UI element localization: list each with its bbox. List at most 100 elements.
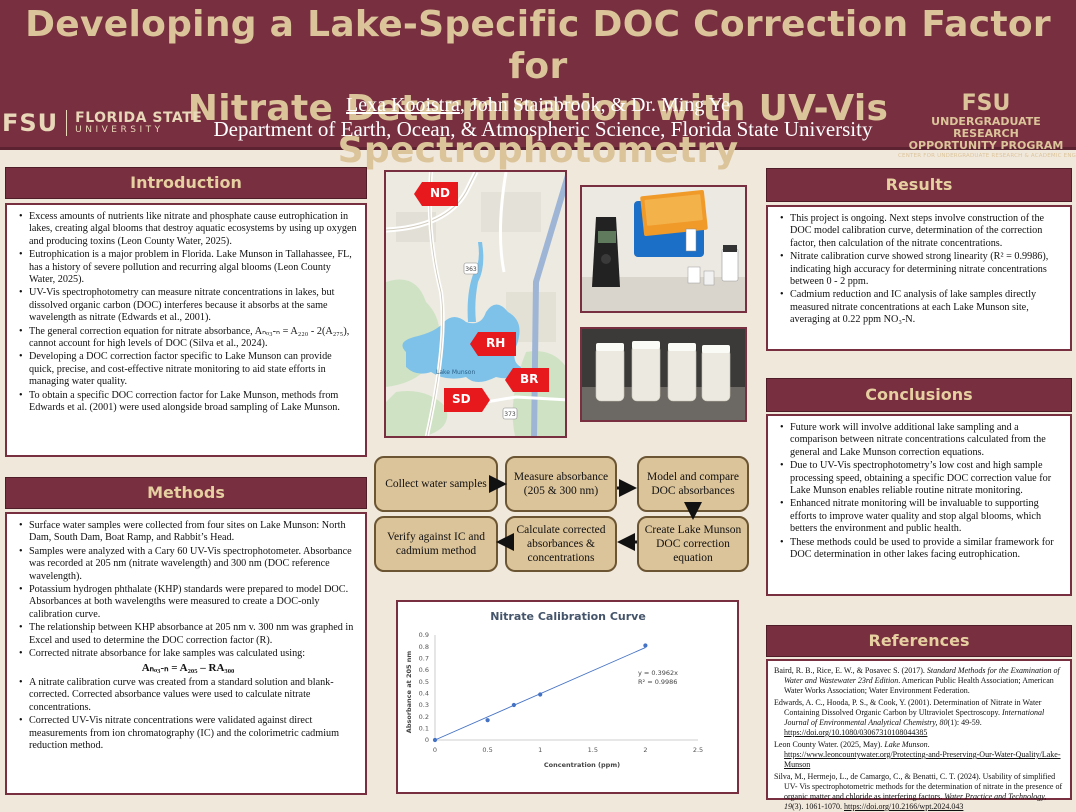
data-point — [485, 718, 490, 723]
reference-link[interactable]: https://doi.org/10.1080/0306731010804438… — [784, 728, 928, 737]
road-label-363: 363 — [465, 266, 477, 273]
list-item: The relationship between KHP absorbance … — [19, 622, 357, 647]
poster-header: Developing a Lake-Specific DOC Correctio… — [0, 0, 1076, 171]
fsu-monogram: FSU — [2, 109, 59, 137]
logo-divider — [66, 110, 68, 136]
y-tick-label: 0.7 — [419, 655, 429, 663]
site-label-nd: ND — [430, 186, 451, 200]
chart-canvas: Nitrate Calibration Curve 0 0.5 1 1.5 2 2.500… — [405, 610, 704, 769]
list-item: Due to UV-Vis spectrophotometry’s low co… — [780, 460, 1062, 497]
list-item: Future work will involve additional lake… — [780, 422, 1062, 459]
chart-x-label: Concentration (ppm) — [544, 761, 620, 769]
conclusions-heading: Conclusions — [766, 378, 1072, 412]
list-item: Potassium hydrogen phthalate (KHP) stand… — [19, 584, 357, 621]
reference-item: Edwards, A. C., Hooda, P. S., & Cook, Y.… — [774, 698, 1045, 737]
department-affiliation: Department of Earth, Ocean, & Atmospheri… — [213, 117, 873, 141]
jars-illustration — [582, 329, 745, 420]
flow-step-verify: Verify against IC and cadmium method — [374, 516, 498, 572]
correction-formula: Aₙₒ₃-ₙ = A₂₀₅ – RA₃₀₀ — [141, 662, 235, 675]
title-line-2: Nitrate Determination with UV-Vis Spectr… — [187, 88, 889, 171]
urop-monogram: FSU — [961, 91, 1011, 116]
methods-panel: Surface water samples were collected fro… — [5, 512, 367, 795]
x-tick-label: 0 — [433, 746, 437, 754]
y-tick-label: 0.6 — [419, 666, 429, 674]
chart-marks — [432, 643, 648, 743]
chart-y-label: Absorbance at 205 nm — [405, 651, 413, 734]
conclusions-panel: Future work will involve additional lake… — [766, 414, 1072, 596]
list-item: Enhanced nitrate monitoring will be inva… — [780, 498, 1062, 535]
author-list: Lexa Kooistra, John Stainbrook, & Dr. Mi… — [0, 93, 1076, 117]
list-item: UV-Vis spectrophotometry can measure nit… — [19, 287, 357, 324]
nitrate-calibration-chart: Nitrate Calibration Curve 0 0.5 1 1.5 2 2.5 0 0… — [396, 600, 739, 794]
data-point — [511, 702, 516, 708]
poster-title: Developing a Lake-Specific DOC Correctio… — [0, 4, 1076, 172]
flow-step-create: Create Lake Munson DOC correction equati… — [637, 516, 749, 572]
title-line-1: Developing a Lake-Specific DOC Correctio… — [25, 4, 1051, 87]
y-tick-label: 0.2 — [419, 713, 429, 721]
references-heading: References — [766, 625, 1072, 657]
site-label-sd: SD — [452, 392, 471, 406]
reference-item: Silva, M., Hermejo, L., de Camargo, C., … — [774, 772, 1063, 811]
list-item: Corrected UV-Vis nitrate concentrations … — [19, 715, 357, 752]
y-tick-label: 0.4 — [419, 690, 429, 698]
methods-list: Surface water samples were collected fro… — [7, 514, 365, 757]
flow-step-measure: Measure absorbance (205 & 300 nm) — [505, 456, 617, 512]
kit-illustration — [582, 187, 745, 311]
flow-step-model: Model and compare DOC absorbances — [637, 456, 749, 512]
list-item: These methods could be used to provide a… — [780, 537, 1062, 562]
x-tick-label: 1 — [538, 746, 542, 754]
x-tick-label: 2 — [643, 746, 647, 754]
introduction-heading: Introduction — [5, 167, 367, 199]
reference-item: Baird, R. B., Rice, E. W., & Posavec S. … — [774, 666, 1060, 695]
list-item: A nitrate calibration curve was created … — [19, 677, 357, 714]
urop-line-1: UNDERGRADUATE RESEARCH — [931, 115, 1041, 140]
chart-axes: 0 0.5 1 1.5 2 2.5 0 0.1 0.2 0.3 0.4 0.5 0.6 0.7 0.8 0.9 — [419, 631, 704, 754]
chart-equation: y = 0.3962x — [638, 669, 678, 677]
reference-link[interactable]: https://doi.org/10.2166/wpt.2024.043 — [844, 802, 964, 811]
list-item: This project is ongoing. Next steps invo… — [780, 213, 1062, 250]
results-list: This project is ongoing. Next steps invo… — [768, 207, 1070, 332]
introduction-list: Excess amounts of nutrients like nitrate… — [7, 205, 365, 420]
fsu-logo: FSU FLORIDA STATE UNIVERSITY — [2, 108, 202, 138]
urop-line-2: OPPORTUNITY PROGRAM — [908, 139, 1064, 152]
list-item: Samples were analyzed with a Cary 60 UV-… — [19, 546, 357, 583]
fsu-university-word: UNIVERSITY — [75, 124, 164, 135]
list-item: The general correction equation for nitr… — [19, 326, 357, 351]
list-item: Excess amounts of nutrients like nitrate… — [19, 211, 357, 248]
list-item: Corrected nitrate absorbance for lake sa… — [19, 648, 357, 661]
reference-link[interactable]: https://www.leoncountywater.org/Protecti… — [784, 750, 1061, 769]
list-item: Surface water samples were collected fro… — [19, 520, 357, 545]
x-tick-label: 0.5 — [482, 746, 492, 754]
map-graphic: 363 373 Lake Munson — [386, 172, 565, 436]
flow-step-collect: Collect water samples — [374, 456, 498, 512]
lake-shape — [402, 304, 521, 382]
list-item: Developing a DOC correction factor speci… — [19, 351, 357, 388]
urop-logo: FSU UNDERGRADUATE RESEARCH OPPORTUNITY P… — [898, 91, 1076, 160]
y-tick-label: 0.5 — [419, 678, 429, 686]
list-item: To obtain a specific DOC correction fact… — [19, 390, 357, 415]
site-label-rh: RH — [486, 336, 506, 350]
references-panel: Baird, R. B., Rice, E. W., & Posavec S. … — [766, 659, 1072, 811]
introduction-panel: Excess amounts of nutrients like nitrate… — [5, 203, 367, 457]
x-tick-label: 2.5 — [693, 746, 703, 754]
y-tick-label: 0.1 — [419, 725, 429, 733]
x-tick-label: 1.5 — [588, 746, 598, 754]
list-item: Nitrate calibration curve showed strong … — [780, 251, 1062, 288]
results-heading: Results — [766, 168, 1072, 202]
site-label-br: BR — [520, 372, 539, 386]
references-list: Baird, R. B., Rice, E. W., & Posavec S. … — [768, 661, 1070, 812]
list-item: Cadmium reduction and IC analysis of lak… — [780, 289, 1062, 326]
urop-line-3: CENTER FOR UNDERGRADUATE RESEARCH & ACAD… — [898, 153, 1076, 159]
data-point — [432, 737, 438, 743]
coauthor-names: , John Stainbrook, & Dr. Ming Ye — [459, 94, 730, 116]
flowchart-arrows — [489, 475, 702, 551]
y-tick-label: 0.8 — [419, 643, 429, 651]
list-item: Eutrophication is a major problem in Flo… — [19, 249, 357, 286]
road-label-373: 373 — [504, 411, 516, 418]
results-panel: This project is ongoing. Next steps invo… — [766, 205, 1072, 351]
conclusions-list: Future work will involve additional lake… — [768, 416, 1070, 566]
methods-heading: Methods — [5, 477, 367, 509]
chart-title: Nitrate Calibration Curve — [490, 610, 646, 623]
spectrophotometer-kit-photo — [580, 185, 747, 313]
data-point — [538, 692, 543, 697]
